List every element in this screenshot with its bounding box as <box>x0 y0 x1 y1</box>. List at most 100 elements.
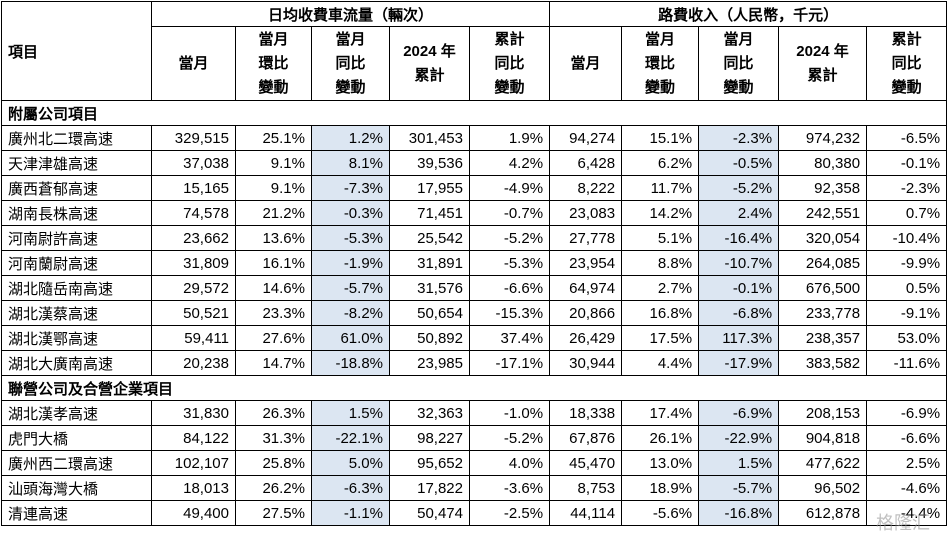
table-cell: 94,274 <box>549 125 623 151</box>
row-label: 湖北隨岳南高速 <box>1 275 152 301</box>
table-cell: 2.4% <box>698 200 780 226</box>
table-cell: 1.5% <box>698 450 780 476</box>
table-cell: -9.1% <box>866 300 948 326</box>
table-cell: 383,582 <box>778 350 868 376</box>
table-cell: 17.5% <box>621 325 700 351</box>
table-cell: 61.0% <box>311 325 390 351</box>
table-cell: -2.3% <box>866 175 948 201</box>
table-cell: 17.4% <box>621 400 700 426</box>
traffic-revenue-table: 項目 日均收費車流量（輛次） 路費收入（人民幣，千元） 當月 當月 環比 變動 當月 同比… <box>0 1 948 526</box>
column-header-line: 當月 <box>258 30 289 48</box>
table-cell: 39,536 <box>389 150 470 176</box>
column-header: 當月 環比 變動 <box>621 26 700 101</box>
table-cell: 264,085 <box>778 250 868 276</box>
row-label: 清連高速 <box>1 500 152 526</box>
table-cell: -5.2% <box>468 425 551 451</box>
table-cell: 27,778 <box>549 225 623 251</box>
row-label: 廣州北二環高速 <box>1 125 152 151</box>
row-label: 廣州西二環高速 <box>1 450 152 476</box>
table-cell: 904,818 <box>778 425 868 451</box>
column-header-line: 當月 <box>723 30 754 48</box>
table-cell: 1.9% <box>468 125 551 151</box>
section-header-row: 聯營公司及合營企業項目 <box>0 375 948 401</box>
table-cell: 17,955 <box>389 175 470 201</box>
table-cell: 31,830 <box>151 400 236 426</box>
column-header-line: 變動 <box>258 78 289 96</box>
table-cell: 80,380 <box>778 150 868 176</box>
table-cell: -6.9% <box>866 400 948 426</box>
table-row: 廣州西二環高速 102,107 25.8% 5.0% 95,652 4.0% 45,470 1… <box>1 450 948 476</box>
table-cell: -18.8% <box>311 350 390 376</box>
table-cell: 71,451 <box>389 200 470 226</box>
table-cell: -0.5% <box>698 150 780 176</box>
column-header-line: 累計 <box>414 66 445 84</box>
table-cell: -2.3% <box>698 125 780 151</box>
row-label: 湖北大廣南高速 <box>1 350 152 376</box>
table-cell: -5.7% <box>311 275 390 301</box>
table-cell: 26.1% <box>621 425 700 451</box>
table-cell: -17.9% <box>698 350 780 376</box>
table-header: 項目 日均收費車流量（輛次） 路費收入（人民幣，千元） 當月 當月 環比 變動 當月 同比… <box>1 1 948 101</box>
column-header-line: 變動 <box>494 78 525 96</box>
column-header: 累計 同比 變動 <box>468 26 551 101</box>
table-cell: -3.6% <box>468 475 551 501</box>
row-label: 河南蘭尉高速 <box>1 250 152 276</box>
table-cell: 26,429 <box>549 325 623 351</box>
table-cell: 21.2% <box>235 200 312 226</box>
table-cell: 74,578 <box>151 200 236 226</box>
table-cell: 31,891 <box>389 250 470 276</box>
table-cell: -22.1% <box>311 425 390 451</box>
column-header-line: 同比 <box>891 54 922 72</box>
table-cell: 238,357 <box>778 325 868 351</box>
table-cell: 31.3% <box>235 425 312 451</box>
column-header-line: 變動 <box>645 78 676 96</box>
table-cell: 23,662 <box>151 225 236 251</box>
row-label: 湖北漢孝高速 <box>1 400 152 426</box>
table-cell: -16.4% <box>698 225 780 251</box>
table-cell: 8.8% <box>621 250 700 276</box>
table-cell: 2.7% <box>621 275 700 301</box>
column-header: 當月 同比 變動 <box>698 26 780 101</box>
table-cell: 37.4% <box>468 325 551 351</box>
column-header-line: 累計 <box>891 30 922 48</box>
table-cell: 13.6% <box>235 225 312 251</box>
table-cell: -16.8% <box>698 500 780 526</box>
table-cell: -10.4% <box>866 225 948 251</box>
table-row: 湖北漢孝高速 31,830 26.3% 1.5% 32,363 -1.0% 18,338 17… <box>1 400 948 426</box>
column-header: 2024 年累計 <box>778 26 868 101</box>
column-header-line: 2024 年 <box>796 42 849 60</box>
table-cell: 64,974 <box>549 275 623 301</box>
column-header: 當月 <box>151 26 236 101</box>
table-cell: 1.5% <box>311 400 390 426</box>
row-label: 湖北漢蔡高速 <box>1 300 152 326</box>
table-cell: -5.2% <box>698 175 780 201</box>
table-cell: -5.2% <box>468 225 551 251</box>
section-title: 聯營公司及合營企業項目 <box>0 375 948 401</box>
table-cell: 14.6% <box>235 275 312 301</box>
column-header-line: 當月 <box>178 54 209 72</box>
traffic-volume-group-header: 日均收費車流量（輛次） <box>150 1 551 27</box>
table-cell: 67,876 <box>549 425 623 451</box>
table-cell: -6.5% <box>866 125 948 151</box>
row-label: 湖南長株高速 <box>1 200 152 226</box>
table-cell: 612,878 <box>778 500 868 526</box>
table-cell: 117.3% <box>698 325 780 351</box>
table-cell: -1.0% <box>468 400 551 426</box>
table-cell: 233,778 <box>778 300 868 326</box>
table-cell: 14.2% <box>621 200 700 226</box>
column-header-line: 環比 <box>645 54 676 72</box>
table-cell: 15.1% <box>621 125 700 151</box>
table-cell: 37,038 <box>151 150 236 176</box>
table-cell: -6.8% <box>698 300 780 326</box>
table-cell: 4.0% <box>468 450 551 476</box>
table-cell: 26.3% <box>235 400 312 426</box>
table-cell: 27.6% <box>235 325 312 351</box>
table-cell: 30,944 <box>549 350 623 376</box>
column-header: 累計 同比 變動 <box>866 26 948 101</box>
table-cell: 29,572 <box>151 275 236 301</box>
sub-header-row: 當月 當月 環比 變動 當月 同比 變動 2024 年累計 累計 同比 變動 當月 當月 環比 變動 當月 同比… <box>2 26 948 101</box>
table-row: 天津津雄高速 37,038 9.1% 8.1% 39,536 4.2% 6,428 6.2% -… <box>1 150 948 176</box>
column-header: 當月 環比 變動 <box>235 26 312 101</box>
table-cell: 0.5% <box>866 275 948 301</box>
table-cell: 16.8% <box>621 300 700 326</box>
